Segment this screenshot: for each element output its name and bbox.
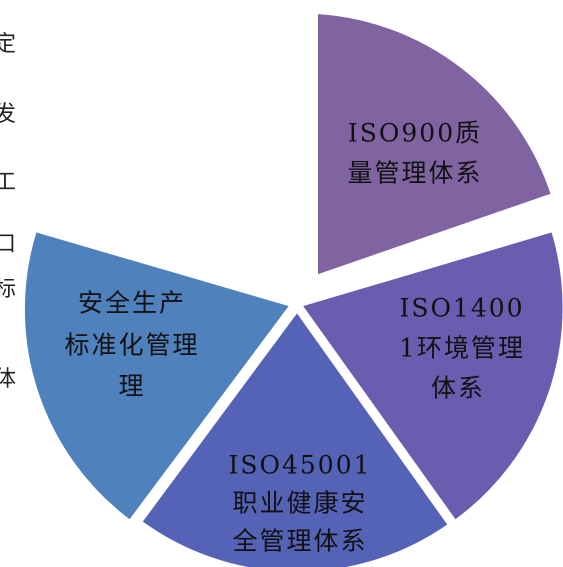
node-label: 标准化管理	[64, 331, 199, 360]
node-label: 体系	[431, 374, 485, 403]
sector-environment	[296, 227, 563, 525]
side-text: 定	[0, 32, 16, 57]
side-text: 体	[0, 367, 16, 392]
node-label: 全管理体系	[232, 527, 367, 556]
node-label: ISO45001	[228, 451, 371, 480]
side-text: 口	[0, 232, 16, 257]
sector-health	[137, 306, 453, 567]
side-text: 工	[0, 170, 16, 195]
node-label: 理	[118, 372, 145, 401]
sector-safety	[20, 227, 296, 525]
node-label: ISO900质	[348, 119, 482, 148]
node-label: 1环境管理	[399, 334, 525, 363]
node-label: 安全生产	[78, 289, 186, 318]
side-text: 发	[0, 102, 16, 127]
sector-quality	[314, 9, 556, 280]
side-text: 标	[0, 277, 16, 302]
node-label: 量管理体系	[347, 159, 482, 188]
node-label: 职业健康安	[232, 489, 367, 518]
node-label: ISO1400	[399, 294, 524, 323]
